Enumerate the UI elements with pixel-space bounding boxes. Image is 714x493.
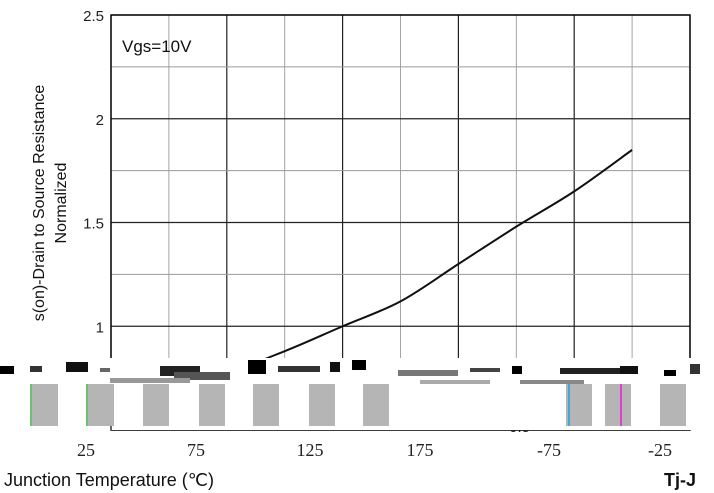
artifact-block — [199, 384, 225, 426]
y-tick-label: 2.5 — [83, 8, 104, 25]
artifact-bit — [174, 372, 230, 380]
x-axis-label-right: Tj-J — [664, 470, 696, 490]
artifact-sliver — [30, 384, 32, 426]
artifact-bit — [398, 370, 458, 376]
artifact-bit — [520, 380, 584, 384]
artifact-bit — [664, 370, 676, 376]
x-tick-label: 175 — [407, 440, 434, 460]
artifact-block — [309, 384, 335, 426]
series-line — [110, 149, 633, 386]
artifact-block — [253, 384, 279, 426]
x-tick-label: 25 — [77, 440, 95, 460]
artifact-block — [88, 384, 114, 426]
artifact-bit — [470, 368, 500, 372]
y-axis-label-line2: Normalized — [53, 163, 70, 244]
artifact-sliver — [568, 384, 570, 426]
artifact-sliver — [86, 384, 88, 426]
x-axis-label: Junction Temperature (℃) — [4, 470, 214, 490]
y-tick-label: 1.5 — [83, 216, 104, 233]
artifact-bit — [330, 362, 340, 372]
artifact-bit — [100, 368, 110, 372]
artifact-bit — [248, 360, 266, 374]
artifact-block — [605, 384, 631, 426]
artifact-bit — [160, 366, 200, 376]
render-artifact-strip — [0, 358, 714, 430]
y-tick-label: 1 — [96, 319, 104, 336]
y-tick-label: 2 — [96, 112, 104, 129]
artifact-sliver — [620, 384, 622, 426]
x-tick-labels: 25 75 125 175 -75 -25 — [77, 440, 672, 460]
artifact-bit — [690, 364, 700, 374]
artifact-bit — [512, 366, 522, 374]
x-tick-label: -75 — [537, 440, 561, 460]
x-tick-label: -25 — [648, 440, 672, 460]
annotation-vgs: Vgs=10V — [122, 37, 192, 56]
artifact-bit — [420, 380, 490, 384]
x-tick-label: 125 — [297, 440, 324, 460]
artifact-bit — [0, 366, 14, 374]
artifact-bit — [620, 366, 638, 374]
artifact-block — [143, 384, 169, 426]
x-tick-label: 75 — [187, 440, 205, 460]
y-axis-label-line1: s(on)-Drain to Source Resistance — [31, 85, 48, 322]
artifact-bit — [110, 378, 190, 383]
artifact-block — [660, 384, 686, 426]
artifact-bit — [352, 360, 366, 370]
artifact-block — [566, 384, 592, 426]
artifact-bit — [278, 366, 320, 372]
artifact-block — [363, 384, 389, 426]
artifact-bit — [66, 362, 88, 372]
artifact-bit — [30, 366, 42, 372]
artifact-block — [32, 384, 58, 426]
artifact-bit — [560, 368, 620, 374]
